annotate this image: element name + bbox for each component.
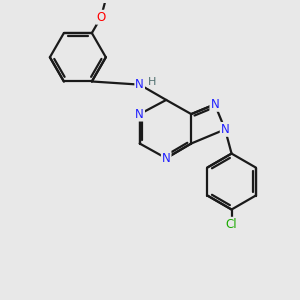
Text: O: O [96, 11, 106, 24]
Text: N: N [162, 152, 171, 165]
Text: N: N [221, 123, 230, 136]
Text: N: N [135, 78, 144, 91]
Text: N: N [210, 98, 219, 111]
Text: H: H [148, 77, 156, 87]
Text: Cl: Cl [226, 218, 237, 231]
Text: N: N [135, 108, 144, 121]
